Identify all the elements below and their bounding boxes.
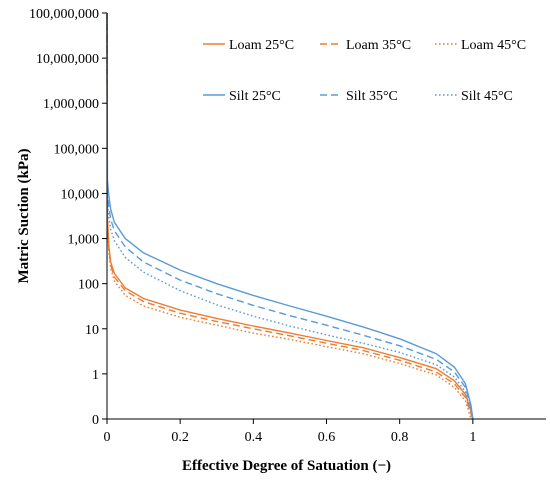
y-axis-ticks: 0 1 10 100 1,000 10,000 100,000 1,000,000 10,000… (29, 7, 107, 428)
y-tick-label: 1,000,000 (43, 97, 99, 112)
y-tick-label: 10,000,000 (36, 52, 99, 67)
x-tick-label: 0.6 (318, 430, 336, 445)
legend-label: Loam 25°C (229, 38, 294, 53)
x-tick-label: 0.4 (245, 430, 263, 445)
x-tick-label: 0 (104, 430, 111, 445)
series-line (106, 12, 473, 420)
series-line (106, 12, 474, 420)
y-axis-title: Matric Suction (kPa) (16, 149, 32, 284)
series-line (106, 12, 474, 420)
x-tick-label: 0.8 (391, 430, 409, 445)
legend-label: Loam 45°C (461, 38, 526, 53)
y-tick-label: 10,000 (61, 187, 100, 202)
series-layer (106, 12, 474, 420)
legend-label: Loam 35°C (346, 38, 411, 53)
y-tick-label: 100,000,000 (29, 7, 99, 22)
y-tick-label: 0 (92, 413, 99, 428)
x-axis-ticks: 0 0.2 0.4 0.6 0.8 1 (104, 419, 476, 445)
y-tick-label: 100 (78, 278, 99, 293)
legend: Loam 25°C Loam 35°C Loam 45°C Silt 25°C Silt… (203, 38, 526, 104)
legend-label: Silt 45°C (461, 89, 513, 104)
x-tick-label: 0.2 (171, 430, 189, 445)
legend-label: Silt 35°C (346, 89, 398, 104)
series-line (106, 12, 474, 420)
series-line (106, 12, 474, 420)
y-tick-label: 1,000 (68, 233, 100, 248)
y-tick-label: 100,000 (54, 142, 100, 157)
axes-layer (106, 13, 546, 420)
x-axis-title: Effective Degree of Satuation (−) (182, 458, 391, 474)
y-tick-label: 1 (92, 368, 99, 383)
legend-label: Silt 25°C (229, 89, 281, 104)
y-tick-label: 10 (85, 323, 99, 338)
x-tick-label: 1 (469, 430, 476, 445)
